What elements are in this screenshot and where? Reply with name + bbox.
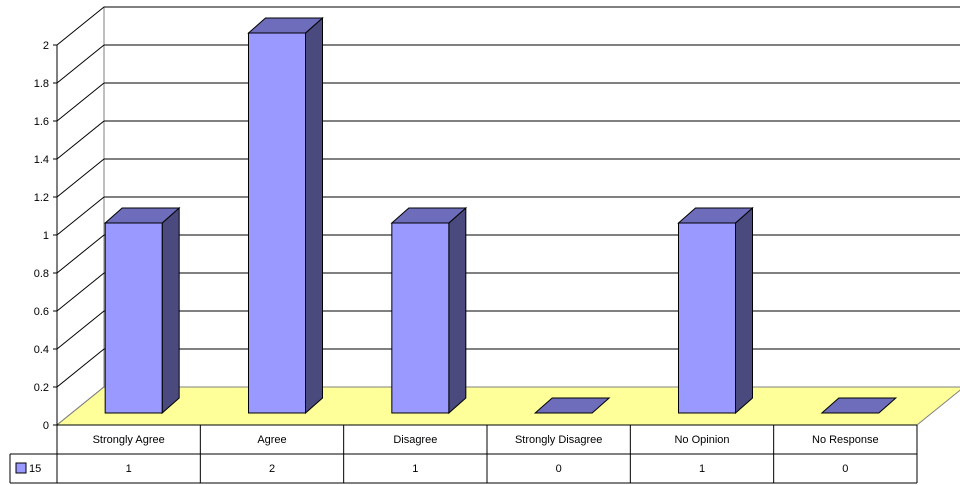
y-tick-label: 1.2 (34, 192, 49, 204)
bar-side (305, 16, 323, 415)
bar (390, 206, 468, 415)
data-table: Strongly Agree Agree Disagree Strongly Disa… (9, 424, 918, 484)
bar-side (448, 206, 467, 415)
gridline-side (56, 82, 105, 122)
y-tick-label: 1 (43, 230, 49, 242)
bar-top (390, 207, 468, 224)
y-tick-label: 0.2 (34, 382, 49, 394)
x-tick-label: Disagree (393, 434, 437, 446)
bar-front (391, 222, 450, 414)
gridline-side (56, 44, 105, 84)
bar-side (735, 206, 753, 415)
bar (247, 16, 324, 415)
chart-floor (55, 386, 960, 426)
y-tick-label: 1.4 (34, 154, 49, 166)
legend-swatch (15, 462, 27, 474)
gridline-side (56, 272, 105, 312)
bar (677, 206, 754, 415)
bar-top (103, 207, 181, 224)
bar-top (533, 397, 611, 414)
y-tick-label: 2 (43, 40, 49, 52)
data-label: 0 (556, 463, 562, 475)
x-tick-label: Strongly Agree (93, 434, 165, 446)
chart-floor-plane (55, 386, 960, 426)
bar-front (678, 222, 736, 414)
bar-top (677, 207, 754, 224)
y-tick-label: 0.8 (34, 268, 49, 280)
gridline-side (56, 6, 105, 46)
x-tick-label: No Opinion (674, 434, 729, 446)
gridline-side (56, 196, 105, 236)
bar-front (248, 32, 306, 414)
gridline-side (56, 310, 105, 350)
y-tick-label: 1.8 (34, 78, 49, 90)
y-tick-label: 0.6 (34, 306, 49, 318)
chart-walls (56, 6, 960, 426)
gridline-side (56, 158, 105, 198)
gridline-side (56, 120, 105, 160)
bars (103, 16, 898, 415)
legend-label: 15 (29, 463, 41, 475)
y-tick-label: 0 (43, 420, 49, 432)
y-tick-label: 1.6 (34, 116, 49, 128)
bar (533, 397, 611, 414)
bar-side (161, 206, 180, 415)
data-label: 1 (412, 463, 418, 475)
y-axis: 0 0.2 0.4 0.6 0.8 1 1.2 1.4 1.6 1.8 2 (34, 40, 58, 432)
y-tick-label: 0.4 (34, 344, 49, 356)
bar-front (104, 222, 163, 414)
bar (820, 397, 898, 414)
gridline-side (56, 348, 105, 388)
gridline-side (56, 234, 105, 274)
x-tick-label: No Response (812, 434, 879, 446)
bar-top (247, 17, 324, 34)
data-label: 0 (842, 463, 848, 475)
x-tick-label: Agree (257, 434, 286, 446)
bar-top (820, 397, 898, 414)
data-label: 1 (126, 463, 132, 475)
data-label: 2 (269, 463, 275, 475)
x-tick-label: Strongly Disagree (515, 434, 602, 446)
bar (103, 206, 181, 415)
data-label: 1 (699, 463, 705, 475)
